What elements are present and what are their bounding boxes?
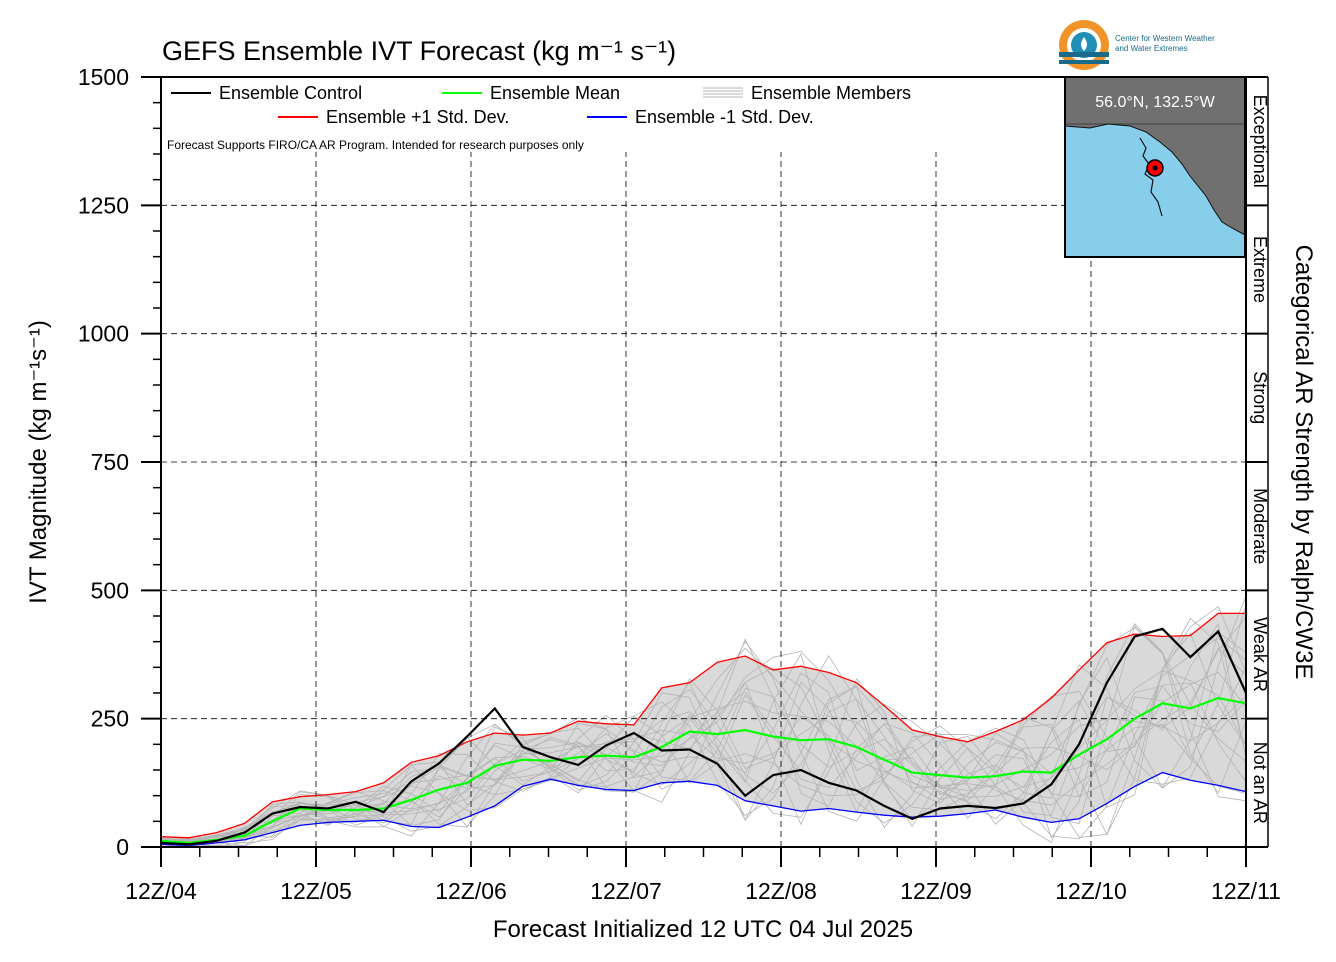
member-line-7 [160,605,1247,846]
member-line-3 [160,627,1247,847]
member-line-5 [160,666,1247,843]
x-tick-label: 12Z/06 [435,878,507,904]
legend-swatch-members [703,87,743,98]
category-label: Weak AR [1250,617,1270,692]
x-axis: 12Z/04 12Z/05 12Z/06 12Z/07 12Z/08 12Z/09 12Z/… [125,847,1281,904]
x-tick-label: 12Z/08 [745,878,817,904]
category-label: Strong [1250,371,1270,424]
member-line-20 [160,623,1247,842]
member-line-18 [160,603,1247,848]
series-line-2 [160,612,1246,839]
grid-lines [161,152,1246,847]
x-tick-label: 12Z/11 [1211,878,1281,904]
legend-label-control: Ensemble Control [219,83,362,103]
chart-title: GEFS Ensemble IVT Forecast (kg m⁻¹ s⁻¹) [162,36,676,66]
right-axis-label: Categorical AR Strength by Ralph/CW3E [1290,245,1317,680]
cw3e-logo: Center for Western Weather and Water Ext… [1059,20,1215,70]
inset-location-label: 56.0°N, 132.5°W [1095,94,1215,111]
x-tick-label: 12Z/04 [125,878,197,904]
member-line-9 [160,623,1247,844]
y-tick-label: 1250 [78,192,129,218]
member-line-19 [160,632,1247,845]
x-tick-label: 12Z/05 [280,878,352,904]
category-axis: Not an AR Weak AR Moderate Strong Extreme Exc… [1246,76,1270,848]
legend-label-plus-std: Ensemble +1 Std. Dev. [326,107,509,127]
y-tick-label: 750 [91,449,129,475]
legend: Ensemble Control Ensemble Mean Ensemble … [167,83,911,152]
logo-text-line1: Center for Western Weather [1115,34,1215,43]
y-tick-label: 250 [91,706,129,732]
y-axis-label: IVT Magnitude (kg m⁻¹s⁻¹) [25,320,52,604]
legend-label-mean: Ensemble Mean [490,83,620,103]
member-line-8 [160,695,1247,842]
category-label: Moderate [1250,488,1270,564]
category-label: Extreme [1250,236,1270,303]
x-tick-label: 12Z/10 [1055,878,1127,904]
legend-label-minus-std: Ensemble -1 Std. Dev. [635,107,814,127]
inset-map: 56.0°N, 132.5°W [1064,76,1246,258]
member-line-14 [160,647,1247,845]
x-tick-label: 12Z/07 [590,878,662,904]
y-tick-label: 1000 [78,321,129,347]
y-tick-label: 1500 [78,64,129,90]
y-axis: 0 250 500 750 1000 1250 1500 [78,64,161,860]
research-note: Forecast Supports FIRO/CA AR Program. In… [167,138,584,152]
y-tick-label: 500 [91,577,129,603]
x-axis-label: Forecast Initialized 12 UTC 04 Jul 2025 [493,916,913,943]
series-line-0 [160,627,1248,846]
category-label: Exceptional [1250,95,1270,188]
series-lines [160,612,1248,847]
y-tick-label: 0 [116,834,129,860]
category-label: Not an AR [1250,742,1270,824]
legend-label-members: Ensemble Members [751,83,911,103]
logo-text-line2: and Water Extremes [1115,44,1188,53]
x-tick-label: 12Z/09 [900,878,972,904]
series-line-3 [160,771,1247,847]
member-line-11 [160,595,1247,848]
